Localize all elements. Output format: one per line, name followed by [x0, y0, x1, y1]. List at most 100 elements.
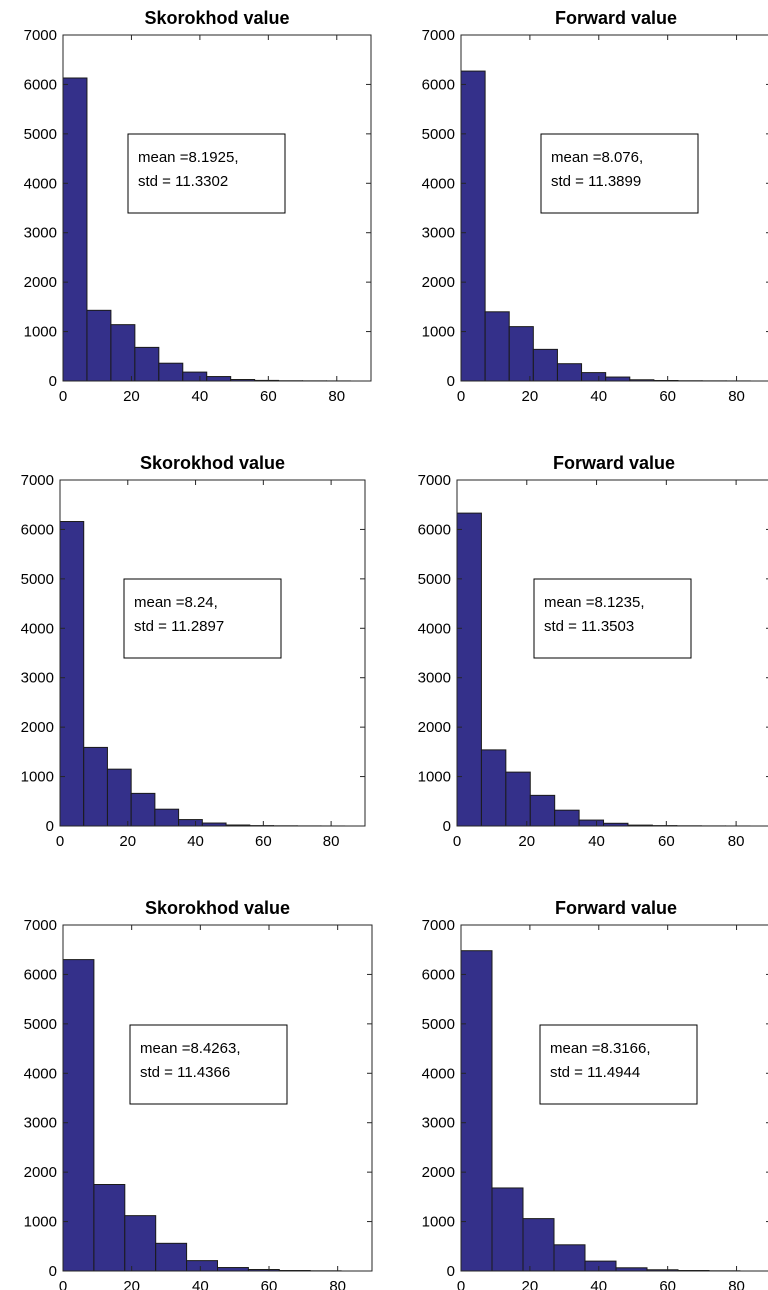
y-tick-label: 5000	[21, 571, 54, 588]
y-tick-label: 6000	[418, 521, 451, 538]
histogram-bar	[106, 768, 132, 827]
annotation-line: std = 11.3503	[544, 618, 634, 635]
y-tick-label: 6000	[422, 966, 455, 983]
annotation-box	[127, 133, 286, 214]
x-tick-label: 0	[453, 833, 461, 850]
histogram-bar	[110, 324, 136, 382]
y-tick-label: 4000	[24, 1065, 57, 1082]
chart-title: Skorokhod value	[144, 8, 289, 28]
histogram-bar	[532, 348, 558, 382]
chart-title: Skorokhod value	[140, 453, 285, 473]
y-tick-label: 6000	[422, 76, 455, 93]
histogram-panel-4: 0 1000 2000 3000 4000 5000 6000 7000 0 20 40 60 80 Fo…	[418, 453, 768, 850]
chart-title: Forward value	[555, 8, 677, 28]
y-tick-label: 6000	[21, 521, 54, 538]
histogram-bar	[86, 309, 112, 382]
y-tick-label: 7000	[418, 472, 451, 489]
y-tick-label: 5000	[24, 126, 57, 143]
x-tick-label: 0	[457, 1278, 465, 1290]
histogram-bar	[605, 376, 631, 382]
x-tick-label: 40	[192, 1278, 209, 1290]
y-tick-label: 2000	[418, 719, 451, 736]
x-tick-label: 60	[659, 1278, 676, 1290]
annotation-line: mean =8.24,	[134, 594, 218, 611]
histogram-bar	[182, 371, 208, 382]
histogram-bar	[554, 809, 580, 827]
annotation-line: std = 11.2897	[134, 618, 224, 635]
y-tick-label: 1000	[24, 1214, 57, 1231]
y-tick-label: 5000	[418, 571, 451, 588]
x-tick-label: 0	[457, 388, 465, 405]
y-tick-label: 4000	[422, 1065, 455, 1082]
histogram-bar	[522, 1218, 555, 1272]
axes-frame	[460, 34, 768, 382]
histogram-bar	[460, 950, 493, 1272]
histogram-panel-5: 0 1000 2000 3000 4000 5000 6000 7000 0 20 40 60 80 Sk…	[24, 898, 373, 1290]
y-tick-label: 0	[49, 373, 57, 390]
annotation-box	[539, 1024, 698, 1105]
histogram-bar	[155, 1242, 188, 1272]
histogram-panel-3: 0 1000 2000 3000 4000 5000 6000 7000 0 20 40 60 80 Sk…	[21, 453, 366, 850]
histogram-bar	[505, 771, 531, 827]
y-tick-label: 0	[447, 1263, 455, 1280]
axes-frame	[62, 34, 372, 382]
y-tick-label: 1000	[24, 324, 57, 341]
y-tick-label: 0	[49, 1263, 57, 1280]
x-tick-label: 60	[659, 388, 676, 405]
y-tick-label: 2000	[24, 274, 57, 291]
y-tick-label: 7000	[21, 472, 54, 489]
histogram-bar	[480, 749, 507, 827]
y-tick-label: 0	[447, 373, 455, 390]
histogram-panel-1: 0 1000 2000 3000 4000 5000 6000 7000 0 20 40 60 80 Sk…	[24, 8, 372, 405]
histogram-bar	[460, 70, 486, 382]
histogram-bar	[206, 376, 232, 382]
x-tick-label: 0	[59, 1278, 67, 1290]
histogram-bar	[456, 512, 482, 827]
y-tick-label: 7000	[422, 27, 455, 44]
x-tick-label: 80	[728, 388, 745, 405]
annotation-box	[540, 133, 699, 214]
histogram-bar	[556, 363, 583, 382]
annotation-line: mean =8.1235,	[544, 594, 645, 611]
histogram-panel-6: 0 1000 2000 3000 4000 5000 6000 7000 0 20 40 60 80 Fo…	[422, 898, 768, 1290]
annotation-line: mean =8.1925,	[138, 149, 239, 166]
x-tick-label: 20	[123, 1278, 140, 1290]
annotation-line: std = 11.4944	[550, 1064, 640, 1081]
y-tick-label: 2000	[422, 274, 455, 291]
y-tick-label: 4000	[418, 620, 451, 637]
histogram-bar	[93, 1184, 126, 1272]
y-tick-label: 5000	[24, 1016, 57, 1033]
x-tick-label: 20	[518, 833, 535, 850]
histogram-bar	[134, 346, 160, 382]
y-tick-label: 7000	[422, 917, 455, 934]
histogram-bar	[154, 808, 180, 827]
x-tick-label: 0	[56, 833, 64, 850]
histogram-bar	[491, 1187, 524, 1272]
y-tick-label: 3000	[24, 225, 57, 242]
histogram-bar	[578, 819, 605, 827]
annotation-line: std = 11.3899	[551, 173, 641, 190]
y-tick-label: 0	[46, 818, 54, 835]
histogram-bar	[158, 362, 184, 382]
y-tick-label: 2000	[21, 719, 54, 736]
x-tick-label: 60	[658, 833, 675, 850]
histogram-bar	[529, 794, 556, 827]
y-tick-label: 4000	[21, 620, 54, 637]
chart-title: Skorokhod value	[145, 898, 290, 918]
annotation-line: std = 11.4366	[140, 1064, 230, 1081]
y-tick-label: 3000	[24, 1115, 57, 1132]
histogram-bar	[508, 326, 534, 382]
annotation-box	[129, 1024, 288, 1105]
histogram-bar	[62, 959, 95, 1272]
y-tick-label: 3000	[418, 670, 451, 687]
axes-frame	[62, 924, 373, 1272]
y-tick-label: 2000	[24, 1164, 57, 1181]
annotation-box	[533, 578, 692, 659]
x-tick-label: 60	[261, 1278, 278, 1290]
y-tick-label: 1000	[422, 1214, 455, 1231]
x-tick-label: 80	[728, 833, 745, 850]
annotation-line: std = 11.3302	[138, 173, 228, 190]
histogram-bar	[581, 372, 607, 382]
y-tick-label: 6000	[24, 966, 57, 983]
y-tick-label: 3000	[422, 1115, 455, 1132]
